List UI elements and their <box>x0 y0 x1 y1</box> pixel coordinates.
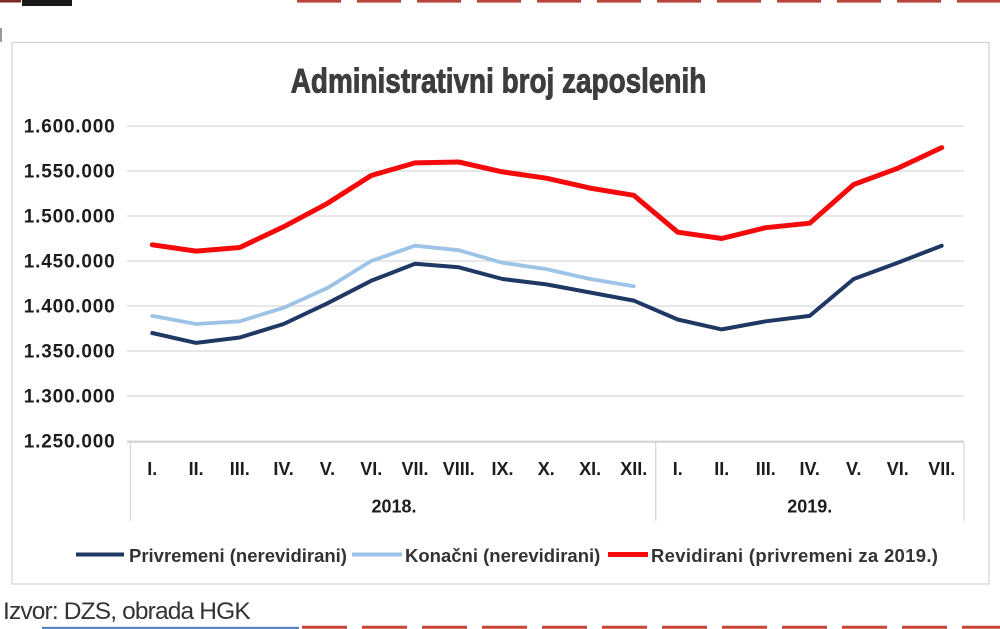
svg-text:I.: I. <box>147 459 157 479</box>
svg-text:VIII.: VIII. <box>443 459 475 479</box>
svg-text:VI.: VI. <box>360 459 382 479</box>
svg-text:II.: II. <box>714 459 729 479</box>
svg-text:IV.: IV. <box>273 459 293 479</box>
svg-text:1.500.000: 1.500.000 <box>24 207 116 228</box>
svg-text:2019.: 2019. <box>787 497 832 517</box>
svg-text:III.: III. <box>756 459 776 479</box>
svg-text:1.550.000: 1.550.000 <box>24 162 116 183</box>
svg-text:2018.: 2018. <box>371 497 416 517</box>
svg-text:I.: I. <box>673 459 683 479</box>
svg-text:II.: II. <box>189 459 204 479</box>
svg-text:Izvor: DZS, obrada HGK: Izvor: DZS, obrada HGK <box>3 598 251 625</box>
svg-text:1.300.000: 1.300.000 <box>24 387 116 408</box>
svg-text:III.: III. <box>230 459 250 479</box>
svg-text:Konačni (nerevidirani): Konačni (nerevidirani) <box>405 545 600 566</box>
svg-text:Administrativni broj zaposleni: Administrativni broj zaposlenih <box>291 62 706 100</box>
svg-text:X.: X. <box>538 459 555 479</box>
svg-text:VII.: VII. <box>928 459 955 479</box>
svg-text:XI.: XI. <box>579 459 601 479</box>
svg-text:IX.: IX. <box>491 459 513 479</box>
svg-text:V.: V. <box>320 459 335 479</box>
svg-text:VII.: VII. <box>401 459 428 479</box>
svg-text:1.450.000: 1.450.000 <box>24 252 116 273</box>
svg-text:VI.: VI. <box>887 459 909 479</box>
svg-text:XII.: XII. <box>620 459 647 479</box>
svg-text:1.600.000: 1.600.000 <box>24 117 116 138</box>
svg-text:1.250.000: 1.250.000 <box>24 432 116 453</box>
svg-text:1.350.000: 1.350.000 <box>24 342 116 363</box>
svg-text:Privremeni (nerevidirani): Privremeni (nerevidirani) <box>129 545 347 566</box>
svg-text:Revidirani (privremeni za 2019: Revidirani (privremeni za 2019.) <box>651 545 938 566</box>
svg-text:V.: V. <box>846 459 861 479</box>
svg-text:1.400.000: 1.400.000 <box>24 297 116 318</box>
svg-text:IV.: IV. <box>800 459 820 479</box>
